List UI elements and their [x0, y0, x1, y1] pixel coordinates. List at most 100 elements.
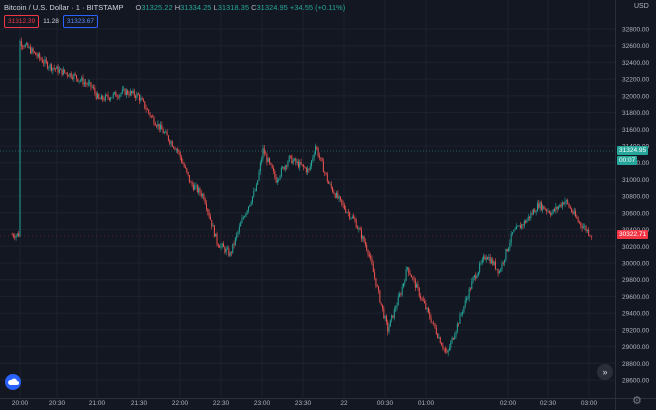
- candle-body: [146, 109, 148, 111]
- y-tick-label: 32800.00: [622, 27, 649, 34]
- candle-body: [280, 168, 282, 177]
- candle-body: [58, 69, 60, 73]
- buy-button[interactable]: 31323.67: [62, 15, 99, 28]
- candle-body: [43, 62, 45, 64]
- candle-body: [82, 77, 84, 85]
- tradingview-logo[interactable]: [5, 374, 21, 390]
- candle-body: [274, 170, 276, 177]
- candle-body: [312, 157, 314, 161]
- candle-body: [283, 166, 285, 170]
- candle-body: [169, 140, 171, 144]
- x-tick-label: 01:00: [418, 400, 435, 407]
- candle-body: [389, 319, 391, 327]
- candle-body: [165, 131, 167, 133]
- candle-body: [127, 90, 129, 95]
- candle-body: [576, 216, 578, 219]
- candle-body: [508, 247, 510, 252]
- candle-body: [11, 234, 13, 236]
- x-tick-label: 03:00: [581, 400, 598, 407]
- candle-body: [530, 213, 532, 218]
- candle-body: [477, 271, 479, 276]
- open-key: O: [135, 3, 142, 12]
- candle-body: [258, 171, 260, 181]
- candle-body: [75, 75, 77, 79]
- candle-body: [560, 204, 562, 207]
- candle-body: [194, 185, 196, 190]
- candle-body: [205, 203, 207, 210]
- currency-label[interactable]: USD: [634, 3, 649, 10]
- candle-body: [114, 92, 116, 94]
- candle-body: [161, 124, 163, 130]
- candle-body: [66, 72, 68, 76]
- candle-body: [473, 275, 475, 278]
- candle-body: [438, 337, 440, 339]
- candle-body: [18, 233, 20, 237]
- candle-body: [153, 117, 155, 124]
- candle-body: [62, 69, 64, 75]
- candle-body: [426, 307, 428, 310]
- candle-body: [584, 226, 586, 228]
- candle-body: [157, 123, 159, 127]
- candle-body: [542, 205, 544, 210]
- candle-body: [374, 272, 376, 278]
- candle-body: [220, 245, 222, 248]
- interval-label[interactable]: 1: [75, 3, 80, 12]
- y-tick-label: 30000.00: [622, 261, 649, 268]
- candle-body: [308, 168, 310, 170]
- candle-body: [535, 211, 537, 213]
- candle-body: [251, 196, 253, 203]
- candle-body: [446, 351, 448, 353]
- candle-body: [337, 192, 339, 199]
- candle-body: [186, 168, 188, 172]
- candle-body: [480, 262, 482, 264]
- candle-body: [305, 168, 307, 173]
- candle-body: [479, 263, 481, 272]
- candle-body: [326, 174, 328, 182]
- candle-body: [149, 112, 151, 117]
- candle-body: [200, 193, 202, 197]
- candle-body: [259, 163, 261, 172]
- symbol-name[interactable]: Bitcoin / U.S. Dollar: [4, 3, 70, 12]
- candle-body: [414, 279, 416, 288]
- candle-body: [33, 51, 35, 53]
- candle-body: [74, 74, 76, 76]
- candle-body: [401, 286, 403, 295]
- candle-body: [531, 213, 533, 214]
- candle-body: [523, 220, 525, 226]
- candle-body: [509, 242, 511, 248]
- candle-body: [309, 166, 311, 170]
- x-tick-label: 21:00: [89, 400, 106, 407]
- candle-body: [225, 248, 227, 253]
- scroll-to-realtime-button[interactable]: »: [597, 364, 613, 380]
- candle-body: [467, 298, 469, 299]
- candle-body: [580, 222, 582, 226]
- candle-body: [156, 125, 158, 127]
- candle-body: [492, 259, 494, 265]
- candle-body: [192, 184, 194, 190]
- candle-body: [242, 217, 244, 219]
- candle-body: [51, 64, 53, 71]
- sell-button[interactable]: 31312.39: [4, 15, 40, 28]
- countdown-label: 00:07: [617, 156, 638, 165]
- candle-body: [397, 296, 399, 306]
- candle-body: [102, 95, 104, 100]
- candle-body: [458, 323, 460, 325]
- candle-body: [502, 262, 504, 264]
- candle-body: [548, 210, 550, 214]
- candle-body: [175, 149, 177, 150]
- x-tick-label: 21:30: [131, 400, 148, 407]
- candle-body: [376, 286, 378, 287]
- y-tick-label: 28600.00: [622, 378, 649, 385]
- y-tick-label: 30600.00: [622, 210, 649, 217]
- candle-body: [291, 155, 293, 164]
- candle-body: [142, 99, 144, 102]
- y-tick-label: 32600.00: [622, 43, 649, 50]
- candle-body: [328, 181, 330, 184]
- candle-body: [422, 298, 424, 302]
- candle-body: [202, 194, 204, 197]
- gear-icon[interactable]: ⚙: [632, 395, 642, 407]
- candle-body: [416, 284, 418, 288]
- candle-body: [160, 124, 162, 130]
- candle-body: [148, 109, 150, 113]
